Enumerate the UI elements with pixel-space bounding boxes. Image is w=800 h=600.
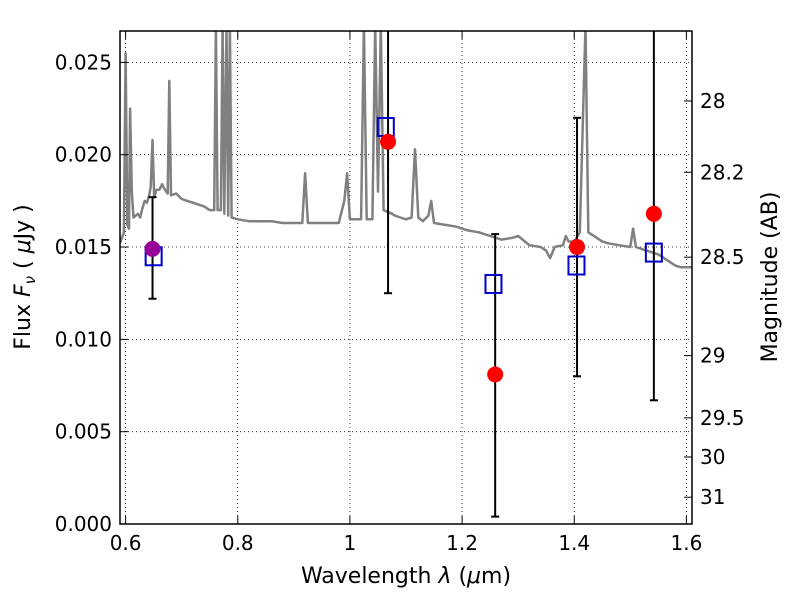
y2-tick-label: 30 [700, 445, 725, 469]
x-tick-label: 1.6 [670, 531, 702, 555]
synthetic-point [567, 255, 586, 276]
observed-point [144, 240, 161, 257]
model-spectrum-group [120, 31, 692, 269]
x-tick-label: 0.8 [222, 531, 254, 555]
y2-tick-label: 29 [700, 344, 725, 368]
y2-tick-label: 28 [700, 89, 725, 113]
observed-point [380, 133, 397, 150]
x-axis-title: Wavelength λ (μm) [301, 564, 511, 589]
y2-axis-title: Magnitude (AB) [758, 192, 783, 363]
observed-point [645, 205, 662, 222]
y2-tick-label: 28.5 [700, 245, 745, 269]
x-tick-label: 0.6 [110, 531, 142, 555]
synthetic-point [644, 242, 663, 263]
observed-point [487, 366, 504, 383]
observed-photometry-group [144, 133, 662, 383]
x-tick-label: 1.2 [446, 531, 478, 555]
y2-tick-label: 28.2 [700, 160, 745, 184]
y-tick-label: 0.000 [55, 512, 112, 536]
synthetic-point [484, 273, 503, 294]
y2-tick-label: 31 [700, 485, 725, 509]
y-tick-label: 0.020 [55, 143, 112, 167]
y-tick-label: 0.005 [55, 420, 112, 444]
y-tick-label: 0.015 [55, 235, 112, 259]
model-spectrum-line [120, 31, 692, 269]
grid [120, 31, 692, 525]
y-tick-label: 0.025 [55, 50, 112, 74]
observed-point [569, 239, 586, 256]
x-tick-label: 1.4 [558, 531, 590, 555]
axes: 0.6 0.8 1 1.2 1.4 1.6 0.000 0.005 0.010 0.015 0.02… [55, 31, 745, 555]
y-axis-title: Flux Fν ( μJy ) [11, 204, 39, 349]
plot-frame [119, 30, 693, 525]
y2-tick-label: 29.5 [700, 406, 745, 430]
y-tick-label: 0.010 [55, 327, 112, 351]
x-tick-label: 1 [344, 531, 357, 555]
